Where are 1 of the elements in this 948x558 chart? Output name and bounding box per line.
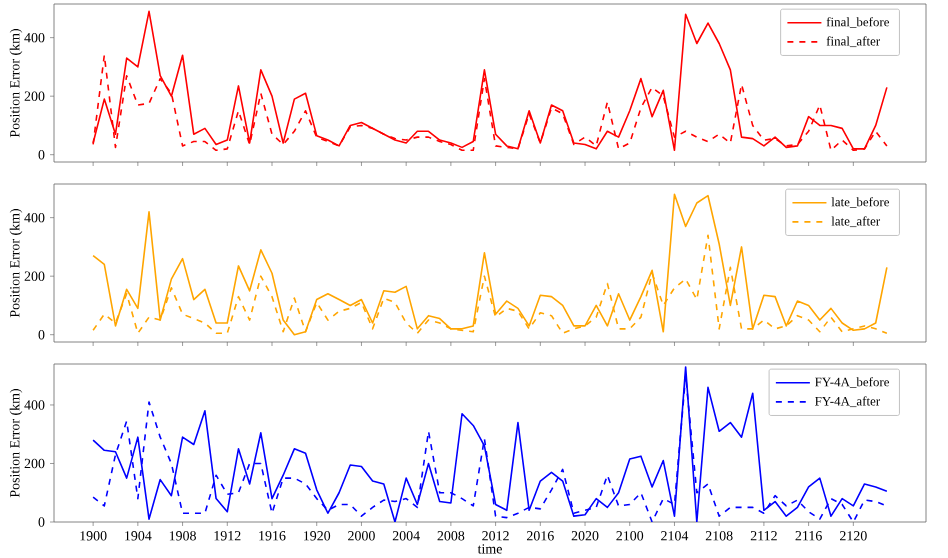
line-series (92, 193, 888, 336)
